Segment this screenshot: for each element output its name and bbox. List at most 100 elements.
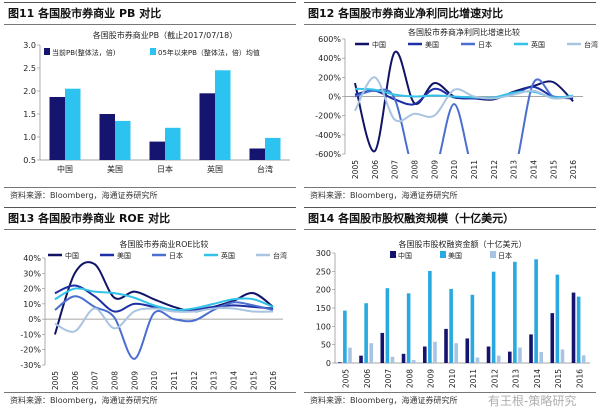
watermark: 有王根-策略研究	[488, 394, 577, 408]
profit-growth-line-chart: 各国股市券商净利同比增速比较 -600% -400% -200% 0% 200% 400% 6…	[315, 27, 598, 179]
legend-label: 英国	[531, 40, 545, 49]
bar-日本	[581, 355, 586, 363]
figure-title: 图13 各国股市券商业 ROE 对比	[8, 212, 171, 225]
bar-日本	[348, 347, 352, 363]
bar-当前PB(整体法，倍)	[99, 114, 115, 160]
source-note: 资料来源：Bloomberg，海通证券研究所	[310, 396, 458, 405]
bar-美国	[449, 288, 453, 363]
bar-05年以来PB（整体法，倍）均值	[265, 137, 281, 160]
figure-title: 图14 各国股市股权融资规模（十亿美元）	[308, 212, 515, 225]
line-series-英国	[54, 287, 274, 312]
y-tick-label: 400%	[318, 54, 341, 63]
legend-swatch	[440, 251, 446, 258]
legend-label: 中国	[65, 251, 79, 260]
chart-title: 各国股市股权融资金额（十亿美元）	[399, 239, 527, 249]
y-tick-label: 2.5	[23, 64, 36, 73]
legend-label: 日本	[169, 251, 183, 260]
divider	[304, 392, 596, 393]
line-series-日本	[54, 295, 274, 360]
x-tick-label: 日本	[157, 164, 173, 174]
bar-日本	[369, 343, 374, 363]
bar-中国	[337, 362, 342, 363]
x-tick-label: 2014	[533, 369, 542, 388]
legend-label: 中国	[372, 40, 386, 49]
bar-05年以来PB（整体法，倍）均值	[115, 120, 131, 160]
y-tick-label: 150	[316, 304, 331, 313]
source-note: 资料来源：Bloomberg，海通证券研究所	[10, 396, 158, 405]
y-tick-label: 1.0	[23, 133, 36, 142]
y-tick-label: 100	[316, 322, 331, 331]
x-tick-label: 2016	[575, 369, 584, 388]
x-tick-label: 2010	[450, 160, 459, 179]
legend-swatch	[150, 48, 156, 55]
legend-label: 05年以来PB（整体法，倍）均值	[158, 48, 260, 57]
x-tick-label: 2010	[448, 369, 457, 388]
divider	[4, 187, 296, 188]
x-tick-label: 2009	[427, 369, 436, 388]
x-tick-label: 2008	[410, 160, 419, 179]
bar-日本	[390, 356, 395, 363]
bar-美国	[491, 271, 496, 363]
x-tick-label: 2010	[150, 371, 159, 390]
x-tick-label: 2009	[130, 371, 139, 390]
y-tick-label: 250	[316, 267, 331, 276]
bar-中国	[465, 338, 470, 363]
equity-financing-bar-chart: 各国股市股权融资金额（十亿美元） 0 50 100 150 200 250 300 2005 20…	[316, 239, 590, 388]
bar-美国	[364, 303, 368, 363]
x-tick-label: 2014	[229, 371, 238, 390]
bar-中国	[444, 328, 448, 363]
bar-美国	[385, 288, 390, 363]
figure-13-panel: 图13 各国股市券商业 ROE 对比 各国股市券商业ROE比较 -30% -20% -…	[0, 205, 300, 410]
x-tick-label: 2009	[430, 160, 439, 179]
y-tick-label: 0%	[328, 93, 341, 102]
bar-日本	[518, 347, 522, 363]
x-tick-label: 2015	[549, 160, 558, 179]
y-tick-label: 0.5	[23, 156, 36, 165]
bar-中国	[486, 346, 491, 363]
divider	[304, 187, 596, 188]
y-tick-label: 2.0	[23, 87, 36, 96]
bar-美国	[534, 259, 538, 363]
y-tick-label: -200%	[315, 112, 341, 121]
legend-swatch	[390, 251, 396, 258]
x-tick-label: 2014	[529, 160, 538, 179]
bar-中国	[422, 346, 427, 363]
x-tick-label: 2013	[510, 160, 519, 179]
bar-中国	[571, 292, 576, 363]
x-tick-label: 2008	[405, 369, 414, 388]
divider	[4, 392, 296, 393]
bar-中国	[529, 334, 533, 363]
y-tick-label: 10%	[23, 300, 41, 309]
bar-日本	[496, 355, 501, 363]
legend-label: 日本	[478, 40, 492, 49]
legend-label: 当前PB(整体法，倍)	[52, 48, 116, 57]
x-tick-label: 2005	[342, 369, 351, 388]
y-tick-label: 50	[321, 341, 331, 350]
legend-swatch	[44, 48, 50, 55]
legend-label: 中国	[398, 251, 412, 260]
legend-label: 美国	[117, 251, 131, 260]
x-tick-label: 2011	[470, 160, 479, 179]
bar-日本	[454, 343, 459, 363]
y-tick-label: 0	[326, 359, 331, 368]
bar-美国	[470, 294, 475, 363]
x-tick-label: 2013	[512, 369, 521, 388]
source-note: 资料来源：Bloomberg，海通证券研究所	[10, 191, 158, 200]
x-tick-label: 2007	[384, 369, 393, 388]
legend-label: 台湾	[584, 40, 598, 49]
line-series-中国	[53, 261, 274, 335]
x-tick-label: 美国	[107, 164, 123, 174]
figure-12-panel: 图12 各国股市券商业净利同比增速对比 各国股市券商净利同比增速比较 -600% -…	[300, 0, 600, 205]
y-tick-label: -20%	[20, 346, 41, 355]
x-tick-label: 2006	[71, 371, 80, 390]
x-tick-label: 2015	[249, 371, 258, 390]
divider	[4, 24, 296, 25]
legend-label: 美国	[425, 40, 439, 49]
x-tick-label: 2013	[210, 371, 219, 390]
x-tick-label: 2007	[91, 371, 100, 390]
y-tick-label: -30%	[20, 361, 41, 370]
bar-美国	[513, 261, 517, 363]
legend-label: 日本	[498, 251, 512, 260]
pb-bar-chart: 各国股市券商业PB（截止2017/07/18） 0.5 1.0 1.5 2.0 2.5 3.…	[23, 30, 290, 174]
